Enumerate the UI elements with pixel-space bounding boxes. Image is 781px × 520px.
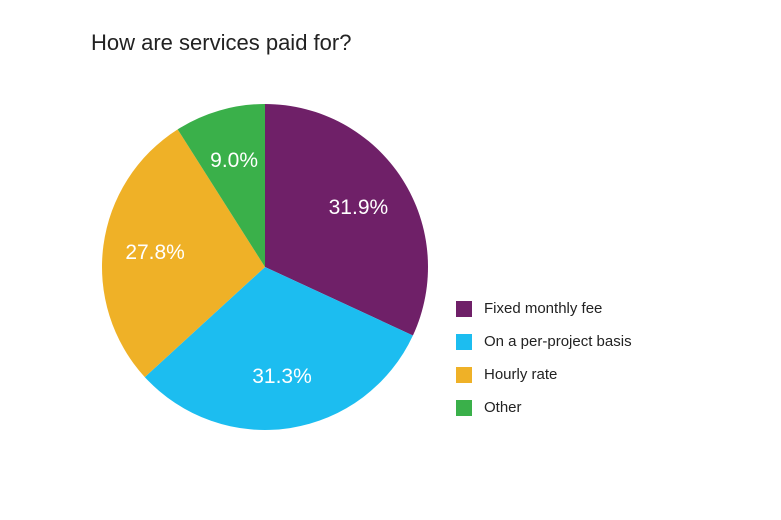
legend-swatch <box>456 300 472 317</box>
chart-title: How are services paid for? <box>91 30 352 55</box>
legend-swatch <box>456 399 472 416</box>
legend: Fixed monthly fee On a per-project basis… <box>456 292 632 424</box>
legend-swatch <box>456 366 472 383</box>
legend-label: On a per-project basis <box>484 333 632 350</box>
legend-label: Other <box>484 399 522 416</box>
pie-slice-on-a-per-project-basis <box>144 267 413 430</box>
legend-swatch <box>456 333 472 350</box>
pie-slice-other <box>177 104 265 267</box>
pie-slice-fixed-monthly-fee <box>265 104 428 336</box>
pie-slice-hourly-rate <box>101 129 265 378</box>
pie-slice-labels: 31.9% 31.3% 27.8% 9.0% <box>125 149 388 388</box>
legend-item-fixed-monthly-fee: Fixed monthly fee <box>456 292 632 325</box>
slice-value-label: 27.8% <box>125 241 185 264</box>
pie-slices <box>101 104 428 430</box>
legend-item-per-project-basis: On a per-project basis <box>456 325 632 358</box>
legend-label: Fixed monthly fee <box>484 300 603 317</box>
legend-item-hourly-rate: Hourly rate <box>456 358 632 391</box>
legend-label: Hourly rate <box>484 366 558 383</box>
slice-value-label: 9.0% <box>210 149 258 172</box>
legend-item-other: Other <box>456 391 632 424</box>
slice-value-label: 31.9% <box>329 196 389 219</box>
slice-value-label: 31.3% <box>252 365 312 388</box>
